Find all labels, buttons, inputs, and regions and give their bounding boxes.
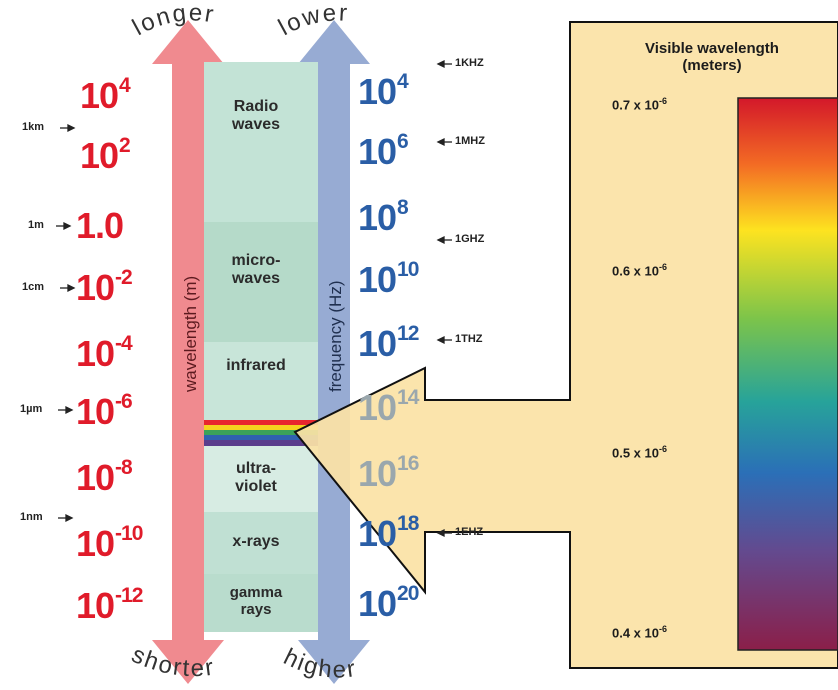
visible-tick: 0.4 x 10-6: [612, 624, 668, 641]
wavelength-value: 10-12: [76, 584, 143, 626]
frequency-marker: 1EHZ: [455, 526, 484, 538]
band-x-rays: x-rays: [232, 533, 280, 550]
frequency-marker: 1KHZ: [455, 57, 484, 69]
frequency-value: 1014: [358, 386, 419, 428]
wavelength-marker: 1km: [22, 121, 45, 133]
band-radio-waves: Radio waves: [231, 98, 281, 134]
frequency-value: 1016: [358, 452, 419, 494]
wavelength-value: 10-2: [76, 266, 133, 308]
band-microwaves: micro-waves: [231, 252, 281, 288]
visible-tick: 0.7 x 10-6: [612, 96, 668, 113]
frequency-value: 104: [358, 70, 409, 112]
wavelength-marker: 1m: [28, 219, 44, 231]
wavelength-value: 102: [80, 134, 131, 176]
frequency-value: 1010: [358, 258, 419, 300]
frequency-value: 1012: [358, 322, 419, 364]
visible-tick: 0.6 x 10-6: [612, 262, 668, 279]
frequency-value: 1018: [358, 512, 419, 554]
frequency-marker: 1THZ: [455, 333, 483, 345]
frequency-arrow: [298, 20, 370, 684]
frequency-marker-arrows: [436, 59, 452, 538]
band-column: [204, 62, 318, 632]
frequency-axis-label: frequency (Hz): [326, 281, 345, 392]
wavelength-marker: 1µm: [20, 403, 43, 415]
wavelength-axis-label: wavelength (m): [181, 276, 200, 393]
frequency-value: 108: [358, 196, 409, 238]
frequency-marker: 1GHZ: [455, 233, 485, 245]
frequency-value: 1020: [358, 582, 419, 624]
visible-tick: 0.5 x 10-6: [612, 444, 668, 461]
wavelength-marker: 1cm: [22, 281, 45, 293]
visible-spectrum-bar: [737, 97, 838, 651]
wavelength-arrow: [152, 20, 224, 684]
wavelength-value: 1.0: [76, 205, 124, 246]
wavelength-value: 10-6: [76, 390, 133, 432]
band-ultraviolet: ultra-violet: [235, 460, 277, 496]
band-gamma-rays: gamma rays: [229, 584, 283, 619]
frequency-marker: 1MHZ: [455, 135, 485, 147]
wavelength-value: 10-8: [76, 456, 133, 498]
visible-panel-title: Visible wavelength (meters): [645, 40, 779, 75]
wavelength-top-word: longer: [128, 0, 217, 41]
wavelength-marker: 1nm: [20, 511, 43, 523]
wavelength-value: 10-10: [76, 522, 143, 564]
visible-callout: [293, 21, 838, 669]
frequency-value: 106: [358, 130, 409, 172]
wavelength-marker-arrows: [56, 123, 76, 523]
wavelength-value: 104: [80, 74, 131, 116]
wavelength-value: 10-4: [76, 332, 133, 374]
band-infrared: infrared: [226, 357, 286, 374]
